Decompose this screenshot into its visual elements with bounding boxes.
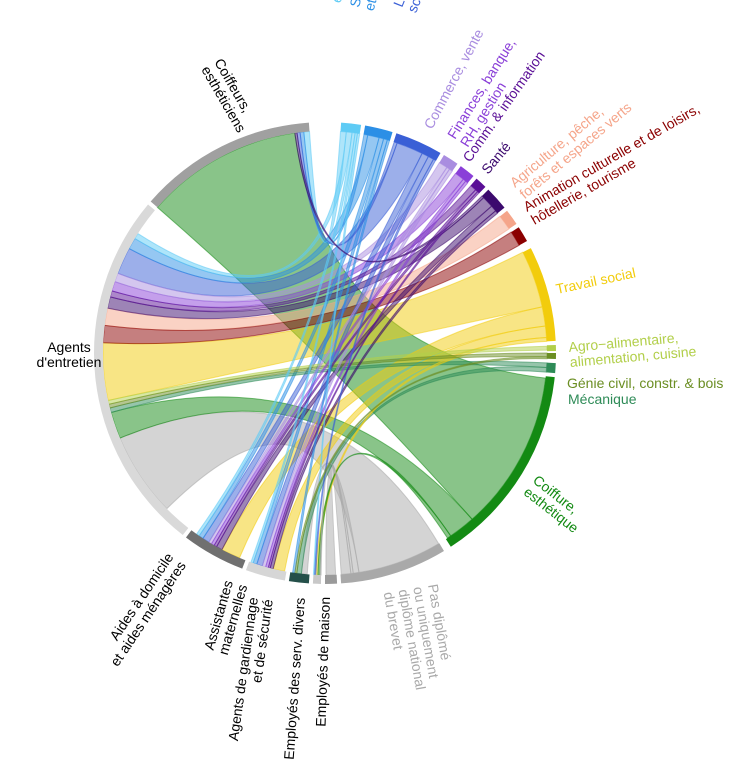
label-line: et droit — [361, 0, 387, 12]
arc-finances — [455, 166, 474, 183]
ribbon-agri-agents — [104, 216, 510, 331]
arc-scihum — [363, 125, 393, 141]
arc-agri — [499, 210, 517, 229]
arc-anim — [511, 227, 528, 246]
ribbon-commerce-aides — [208, 167, 450, 544]
ribbon-lettres-aides — [202, 153, 429, 543]
arc-empmaison — [325, 574, 338, 584]
label-empserv: Employés des serv. divers — [281, 597, 308, 760]
ribbons-layer — [102, 131, 548, 576]
ribbon-edge-commerce-agents — [114, 162, 448, 302]
arc-agents — [93, 204, 189, 536]
label-agents: Agents d'entretien — [37, 339, 102, 370]
label-meca: Mécanique — [568, 391, 637, 407]
label-line: Travail social — [554, 264, 637, 297]
ribbon-travail-agents — [103, 252, 543, 401]
label-line: Employés des serv. divers — [281, 597, 308, 760]
arc-comm — [470, 178, 486, 194]
arc-commerce — [439, 154, 458, 172]
ribbon-commerce-agents — [114, 162, 447, 302]
arc-travail — [522, 248, 556, 342]
arc-assmat — [245, 561, 287, 581]
label-coiffure: Coiffure,esthétique — [521, 472, 591, 536]
label-agro: Agro−alimentaire,alimentation, cuisine — [568, 328, 697, 370]
label-line: Employés de maison — [312, 597, 333, 727]
label-lettres: Lettres etsciences sociales — [390, 0, 460, 15]
ribbon-coiffure-agents — [111, 396, 473, 536]
arc-lettres — [393, 133, 441, 161]
label-pasdip: Pas diplôméou uniquementdiplôme national… — [381, 583, 459, 694]
arc-coiffure — [445, 376, 555, 547]
arc-coiffeurs — [150, 122, 310, 208]
arc-empserv — [312, 574, 322, 584]
label-line: Mécanique — [568, 391, 637, 407]
ribbon-edge-pasdip-empserv — [319, 463, 354, 576]
ribbon-scihum-coiffeurs — [300, 132, 368, 244]
arc-agro — [546, 344, 556, 352]
arc-aides — [185, 530, 246, 569]
ribbon-anim-agents — [103, 232, 520, 344]
label-coiffeurs: Coiffeurs,esthéticiens — [198, 56, 262, 136]
ribbon-edge-lettres-empserv — [314, 158, 437, 576]
ribbon-edge-maths-agents — [134, 131, 353, 279]
arc-gardien — [288, 572, 310, 584]
ribbon-pasdip-empmaison — [325, 463, 351, 575]
label-empmaison: Employés de maison — [312, 597, 333, 727]
arc-maths — [340, 122, 362, 134]
label-line: Génie civil, constr. & bois — [567, 375, 723, 391]
arc-genie — [546, 353, 556, 360]
label-line: Agents — [47, 339, 91, 355]
label-line: d'entretien — [37, 354, 102, 370]
label-aides: Aides à domicileet aides ménagères — [94, 550, 189, 669]
arcs-layer — [93, 122, 556, 584]
arc-meca — [546, 362, 556, 374]
label-genie: Génie civil, constr. & bois — [567, 375, 723, 391]
arc-sante — [481, 189, 505, 214]
label-line: sciences sociales — [404, 0, 460, 15]
ribbon-edge-sante-assmat — [269, 210, 499, 570]
ribbon-edge-sante-aides — [215, 205, 497, 551]
ribbon-finances-agents — [111, 173, 464, 308]
arc-pasdip — [340, 543, 444, 584]
label-travail: Travail social — [554, 264, 637, 297]
